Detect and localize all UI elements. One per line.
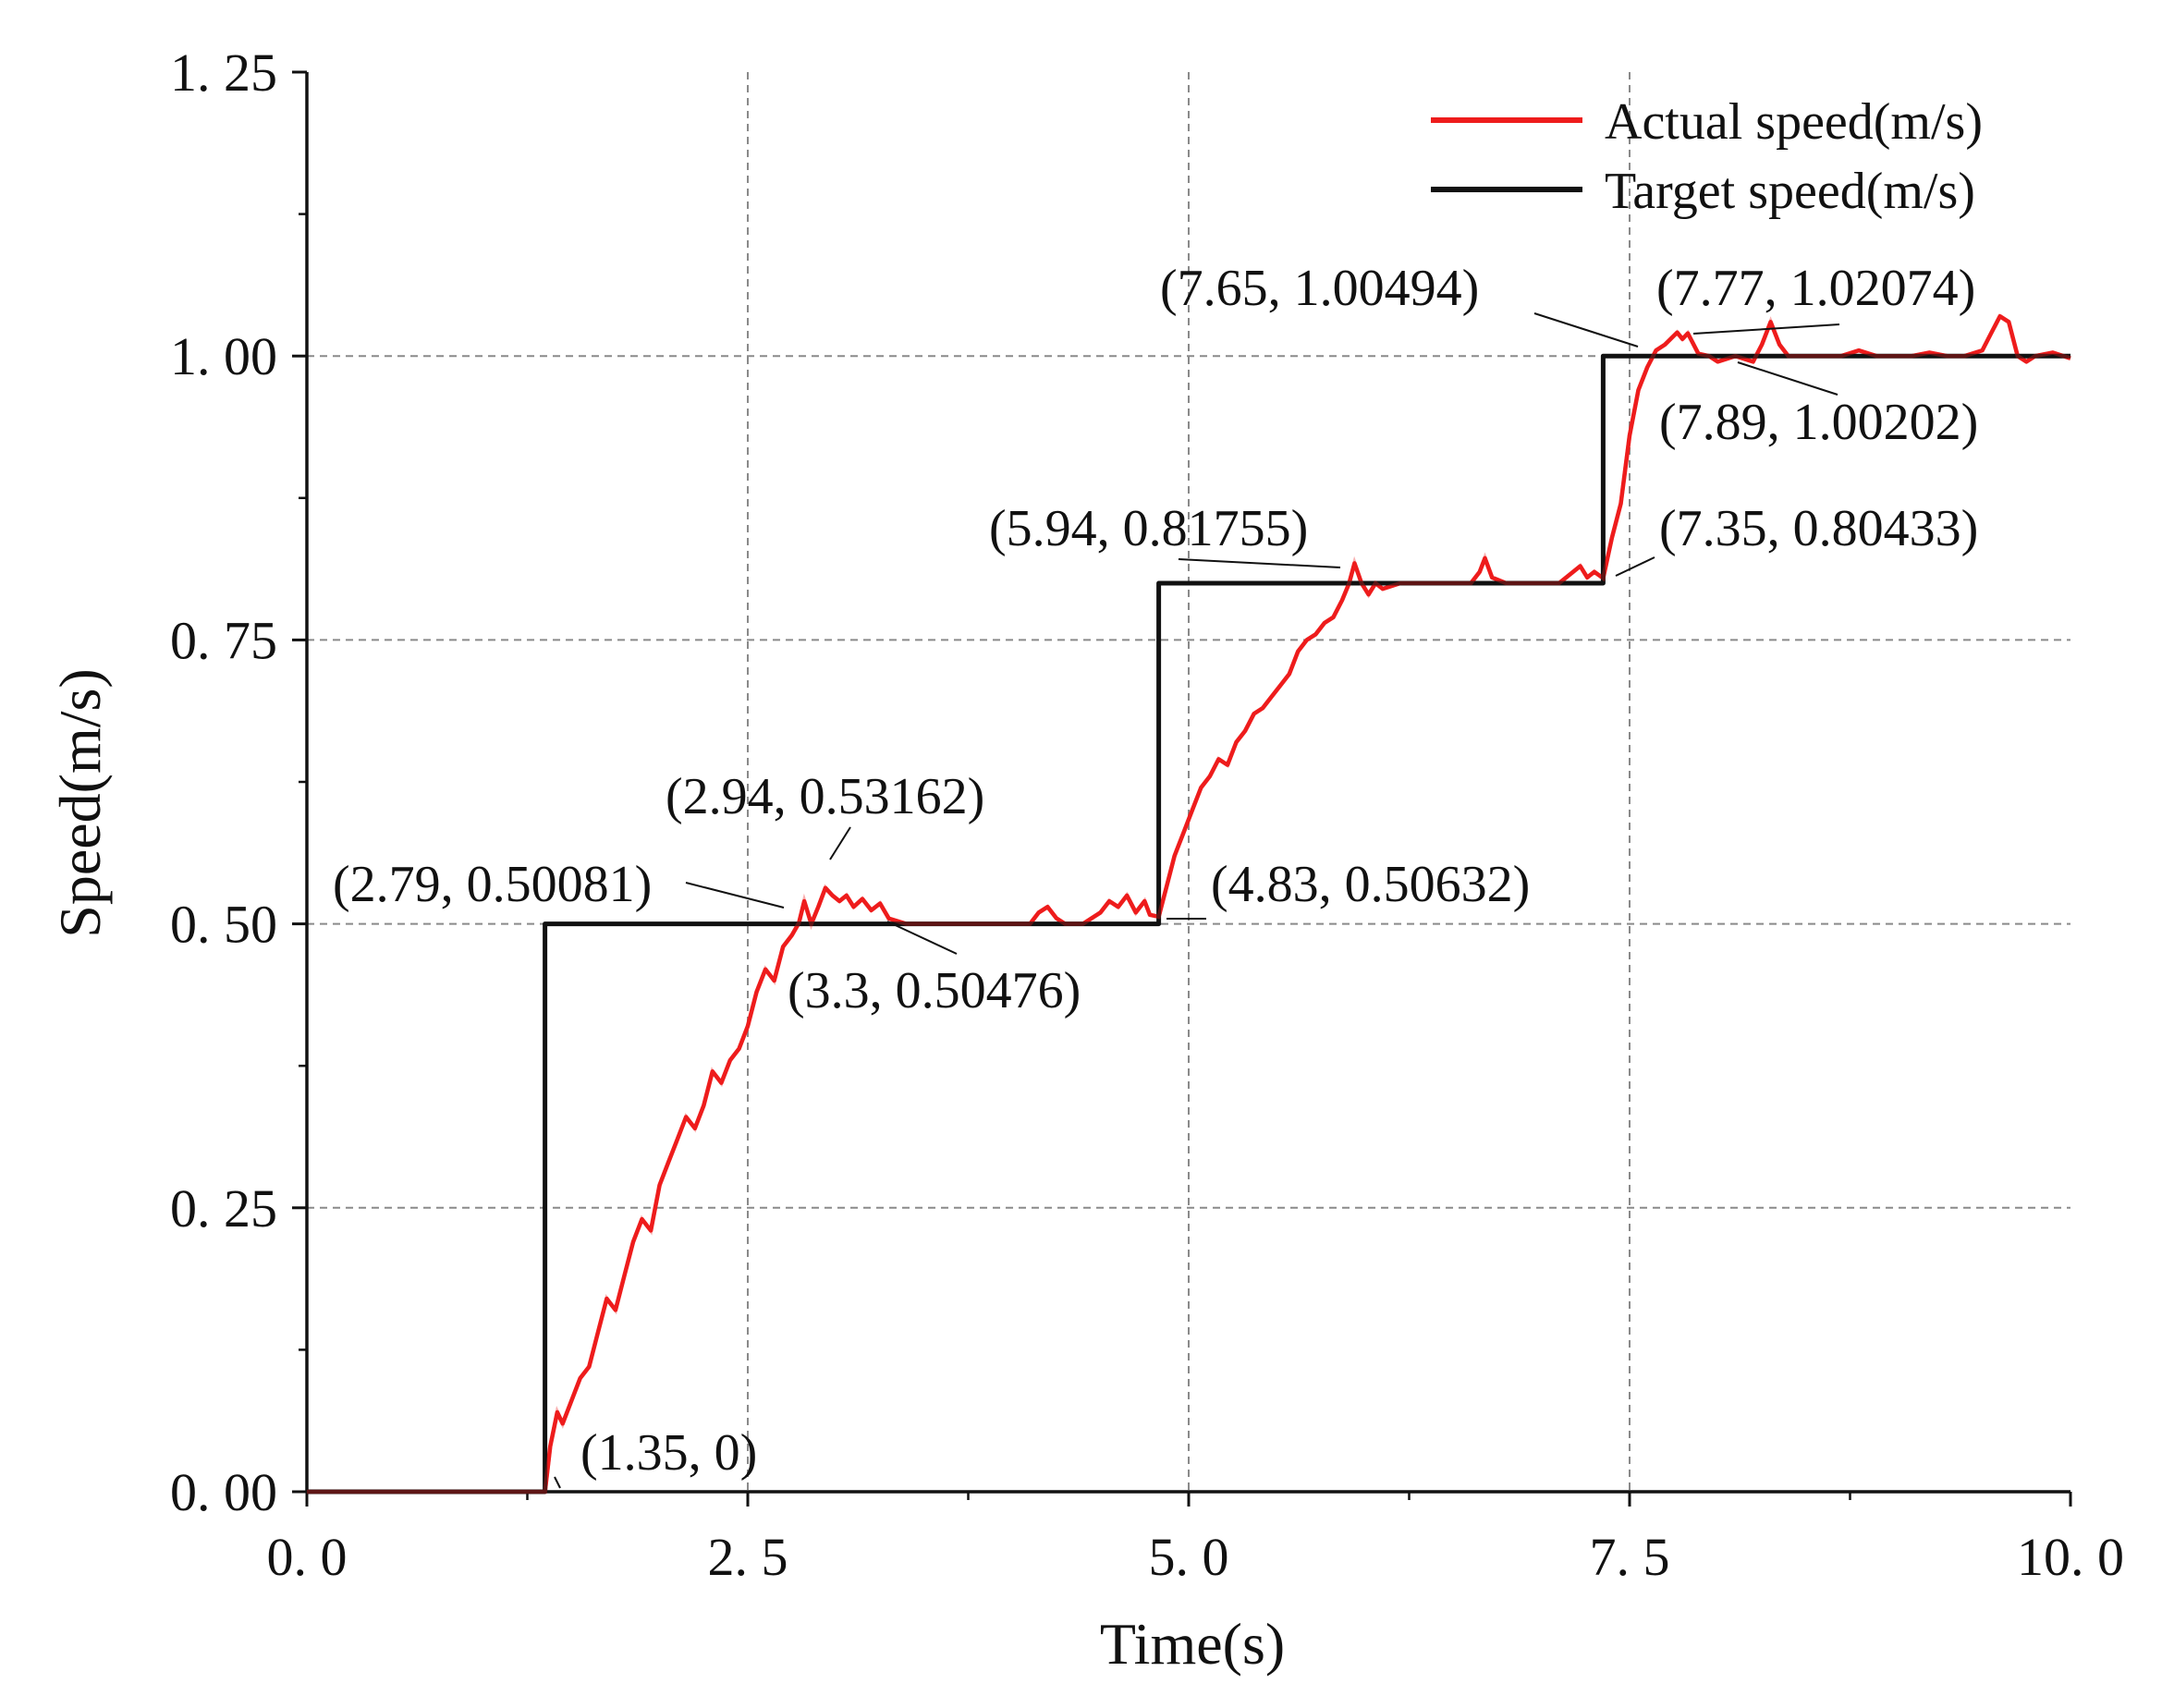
annotation-leader-line (685, 882, 785, 909)
annotation-leader-line (554, 1476, 561, 1489)
annotation-leader-line (1178, 558, 1341, 568)
annotation-label: (2.79, 0.50081) (333, 856, 652, 913)
x-axis-title: Time(s) (1100, 1611, 1285, 1677)
legend-label-target: Target speed(m/s) (1605, 163, 1975, 220)
x-tick-label: 7. 5 (1590, 1527, 1670, 1587)
annotation-leader-line (886, 921, 958, 955)
actual-speed-line-overlay (307, 312, 2071, 1494)
x-tick-label: 10. 0 (2017, 1527, 2124, 1587)
annotation-leader-line (1615, 556, 1655, 577)
annotation-label: (5.94, 0.81755) (989, 500, 1308, 557)
grid-lines (307, 72, 2070, 1492)
y-tick-label: 0. 00 (170, 1462, 277, 1522)
annotation-leader-line (1737, 361, 1838, 396)
y-axis-title: Speed(m/s) (47, 668, 113, 938)
annotation-label: (7.77, 1.02074) (1656, 260, 1975, 317)
annotations: (1.35, 0) (2.79, 0.50081)(2.94, 0.53162) (… (333, 260, 1978, 1489)
annotation-leader-line (829, 826, 851, 860)
annotation-label: (7.35, 0.80433) (1659, 500, 1978, 557)
annotation-label: (1.35, 0) (580, 1424, 757, 1482)
legend: Actual speed(m/s) Target speed(m/s) (1431, 93, 1983, 220)
annotation-label: (2.94, 0.53162) (666, 768, 984, 825)
target-speed-line (307, 353, 2070, 1494)
annotation-label: (7.65, 1.00494) (1160, 260, 1479, 317)
annotation-leader-line (1692, 323, 1840, 335)
annotation-label: (4.83, 0.50632) (1211, 856, 1530, 913)
legend-label-actual: Actual speed(m/s) (1605, 93, 1983, 151)
y-tick-label: 0. 75 (170, 610, 277, 670)
x-tick-label: 5. 0 (1149, 1527, 1229, 1587)
y-tick-label: 1. 00 (170, 326, 277, 386)
series-lines (307, 312, 2071, 1494)
y-tick-label: 1. 25 (170, 43, 277, 103)
x-tick-label: 0. 0 (267, 1527, 348, 1587)
annotation-label: (7.89, 1.00202) (1659, 394, 1978, 451)
x-tick-label: 2. 5 (708, 1527, 788, 1587)
y-tick-label: 0. 25 (170, 1178, 277, 1238)
axes: 0. 00 0. 25 0. 50 0. 75 1. 00 1. 25 0. 0 2. 5 5.… (170, 43, 2124, 1587)
annotation-label: (3.3, 0.50476) (788, 962, 1081, 1019)
annotation-leader-line (1533, 312, 1639, 348)
y-tick-label: 0. 50 (170, 895, 277, 955)
